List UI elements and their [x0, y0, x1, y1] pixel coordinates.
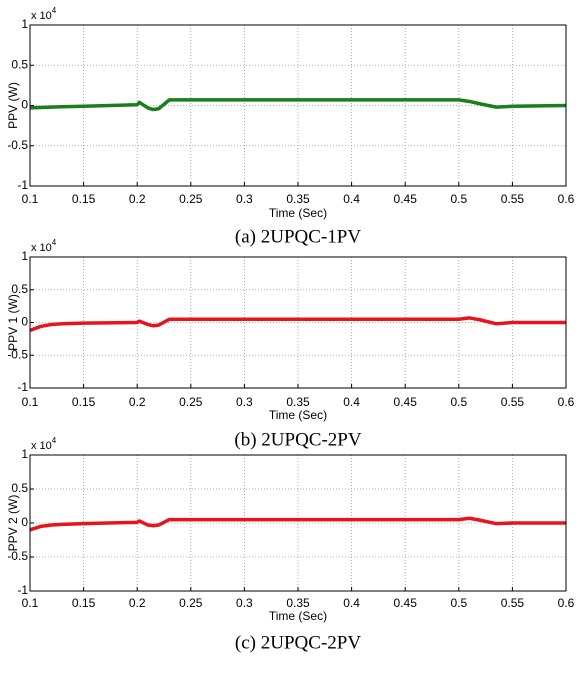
x-tick-label: 0.45	[394, 395, 418, 409]
y-tick-label: 0.5	[11, 282, 28, 296]
multiplier-base: x 10	[31, 242, 52, 254]
x-tick-label: 0.2	[129, 395, 146, 409]
y-tick-label: 1	[21, 17, 28, 31]
caption: (a) 2UPQC-1PV	[235, 226, 361, 247]
x-axis-label: Time (Sec)	[269, 609, 327, 623]
x-tick-label: 0.35	[286, 596, 310, 610]
y-tick-label: 0.5	[11, 57, 28, 71]
x-tick-label: 0.1	[22, 395, 39, 409]
axis-multiplier: x 104	[31, 6, 57, 22]
multiplier-exponent: 4	[52, 238, 57, 247]
y-tick-label: 1	[21, 249, 28, 263]
x-tick-label: 0.5	[450, 395, 467, 409]
x-tick-label: 0.15	[72, 395, 96, 409]
multiplier-exponent: 4	[52, 6, 57, 15]
caption: (c) 2UPQC-2PV	[235, 632, 361, 653]
y-tick-label: 0	[21, 515, 28, 529]
x-tick-label: 0.1	[22, 192, 39, 206]
axis-multiplier: x 104	[31, 238, 57, 254]
plot-frame	[29, 24, 567, 187]
y-tick-label: -0.5	[7, 138, 28, 152]
y-tick-label: 1	[21, 447, 28, 461]
y-axis-label: PPV 2 (W)	[6, 495, 20, 552]
multiplier-base: x 10	[31, 440, 52, 452]
line	[29, 98, 567, 112]
x-tick-label: 0.3	[236, 395, 253, 409]
y-axis-label: PPV (W)	[6, 82, 20, 129]
x-tick-label: 0.15	[72, 596, 96, 610]
multiplier-base: x 10	[31, 10, 52, 22]
x-tick-label: 0.4	[343, 395, 360, 409]
x-tick-label: 0.4	[343, 192, 360, 206]
x-tick-label: 0.25	[179, 192, 203, 206]
x-tick-label: 0.5	[450, 192, 467, 206]
x-tick-label: 0.55	[501, 596, 525, 610]
x-tick-label: 0.45	[394, 192, 418, 206]
x-tick-label: 0.3	[236, 596, 253, 610]
multiplier-exponent: 4	[52, 436, 57, 445]
y-tick-label: 0	[21, 315, 28, 329]
x-axis-label: Time (Sec)	[269, 408, 327, 422]
x-tick-label: 0.2	[129, 596, 146, 610]
x-tick-label: 0.6	[558, 395, 575, 409]
x-tick-label: 0.2	[129, 192, 146, 206]
plot-frame	[29, 454, 567, 592]
x-tick-label: 0.25	[179, 395, 203, 409]
x-tick-label: 0.55	[501, 395, 525, 409]
line	[29, 516, 566, 532]
y-tick-label: -0.5	[7, 347, 28, 361]
line	[29, 316, 566, 333]
x-tick-label: 0.25	[179, 596, 203, 610]
plot-frame	[29, 256, 567, 389]
y-tick-label: 0.5	[11, 481, 28, 495]
x-tick-label: 0.6	[558, 192, 575, 206]
caption: (b) 2UPQC-2PV	[234, 429, 361, 450]
x-tick-label: 0.1	[22, 596, 39, 610]
x-tick-label: 0.5	[450, 596, 467, 610]
x-tick-label: 0.45	[394, 596, 418, 610]
x-tick-label: 0.3	[236, 192, 253, 206]
axis-multiplier: x 104	[31, 436, 57, 452]
x-tick-label: 0.15	[72, 192, 96, 206]
y-tick-label: -0.5	[7, 549, 28, 563]
x-tick-label: 0.6	[558, 596, 575, 610]
x-tick-label: 0.35	[286, 192, 310, 206]
y-tick-label: -1	[17, 380, 28, 394]
x-tick-label: 0.35	[286, 395, 310, 409]
x-axis-label: Time (Sec)	[269, 206, 327, 220]
y-tick-label: -1	[17, 583, 28, 597]
x-tick-label: 0.55	[501, 192, 525, 206]
y-axis-label: PPV 1 (W)	[6, 294, 20, 351]
x-tick-label: 0.4	[343, 596, 360, 610]
y-tick-label: 0	[21, 98, 28, 112]
y-tick-label: -1	[17, 178, 28, 192]
